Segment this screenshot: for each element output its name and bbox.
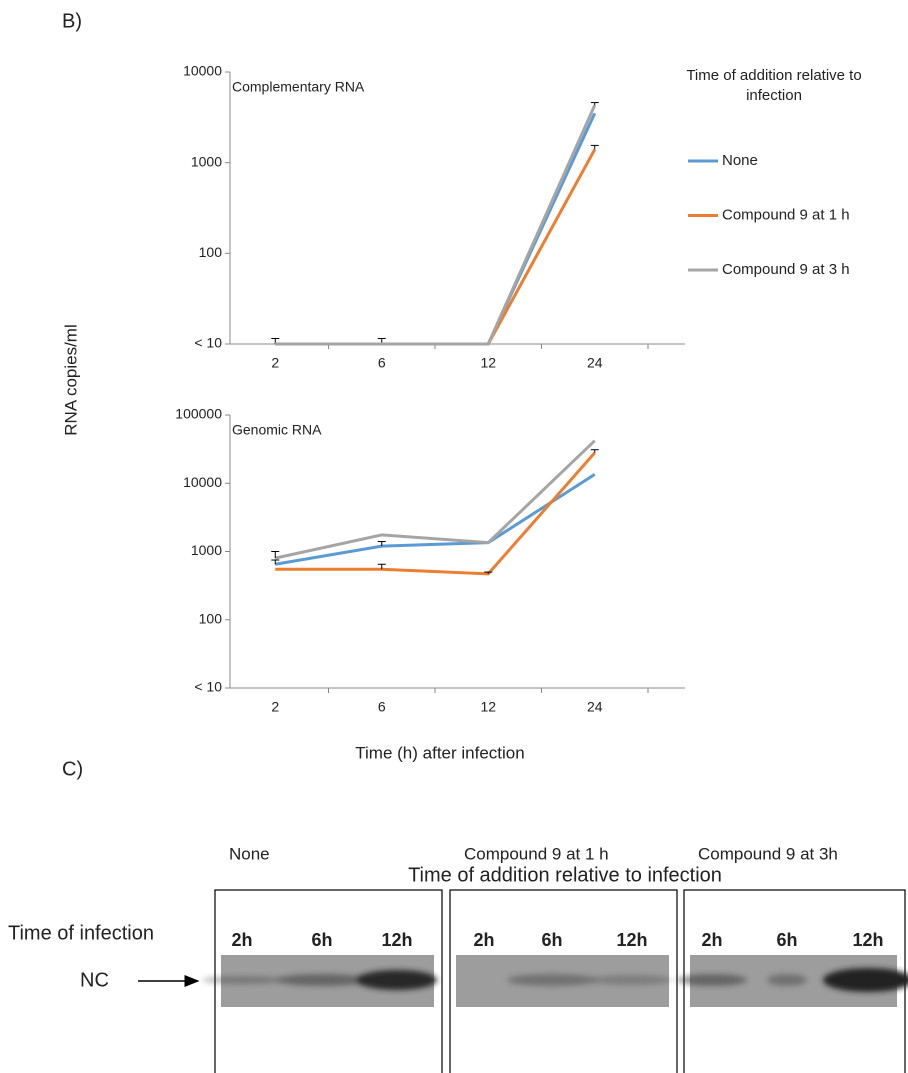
series-line (275, 113, 595, 344)
x-tick-label: 6 (378, 355, 386, 371)
page: {"figure": {"panel_b": "B)", "panel_c": … (0, 0, 908, 1073)
blot-band (277, 974, 367, 986)
chart-title: Genomic RNA (232, 422, 322, 438)
lane-label: 2h (231, 930, 252, 950)
series-line (275, 441, 595, 558)
y-tick-label: 100 (199, 610, 223, 626)
panel-label: C) (62, 758, 83, 780)
lane-label: 12h (852, 930, 883, 950)
series-line (275, 149, 595, 344)
series-line (275, 105, 595, 344)
legend-title: Time of addition relative to infection (684, 66, 864, 106)
lane-label: 12h (381, 930, 412, 950)
blot-band (677, 974, 747, 986)
x-tick-label: 2 (271, 699, 279, 715)
legend-label: Compound 9 at 3 h (722, 261, 850, 278)
band-label: NC (80, 969, 109, 991)
x-tick-label: 24 (587, 355, 603, 371)
lane-label: 6h (311, 930, 332, 950)
chart-title: Complementary RNA (232, 79, 365, 95)
lane-label: 2h (701, 930, 722, 950)
x-tick-label: 2 (271, 355, 279, 371)
x-axis-label: Time (h) after infection (355, 743, 524, 762)
y-tick-label: 100000 (175, 406, 222, 422)
blot-band (507, 974, 597, 986)
lane-label: 2h (473, 930, 494, 950)
y-tick-label: 1000 (191, 153, 222, 169)
x-tick-label: 12 (480, 699, 496, 715)
y-tick-label: 10000 (183, 474, 222, 490)
y-tick-label: 1000 (191, 542, 222, 558)
x-tick-label: 12 (480, 355, 496, 371)
y-axis-label: RNA copies/ml (61, 324, 80, 435)
y-tick-label: 10000 (183, 63, 222, 79)
blot-panel-label: None (229, 844, 270, 863)
blot-band (767, 974, 807, 986)
panel-label: B) (62, 10, 82, 32)
y-tick-label: 100 (199, 244, 223, 260)
row-label: Time of infection (8, 922, 154, 944)
lane-label: 6h (776, 930, 797, 950)
blot-band (357, 970, 437, 990)
y-tick-label: < 10 (194, 335, 222, 351)
lane-label: 6h (541, 930, 562, 950)
lane-label: 12h (616, 930, 647, 950)
x-tick-label: 6 (378, 699, 386, 715)
blot-panel-label: Compound 9 at 1 h (464, 844, 609, 863)
blot-band (202, 976, 282, 984)
y-tick-label: < 10 (194, 679, 222, 695)
legend-label: None (722, 152, 758, 169)
legend-label: Compound 9 at 1 h (722, 206, 850, 223)
x-tick-label: 24 (587, 699, 603, 715)
blot-band (592, 975, 672, 985)
blot-panel-label: Compound 9 at 3h (698, 844, 838, 863)
figure: B) C) Time of addition relative to infec… (0, 0, 908, 1073)
blot-title: Time of addition relative to infection (408, 864, 722, 886)
